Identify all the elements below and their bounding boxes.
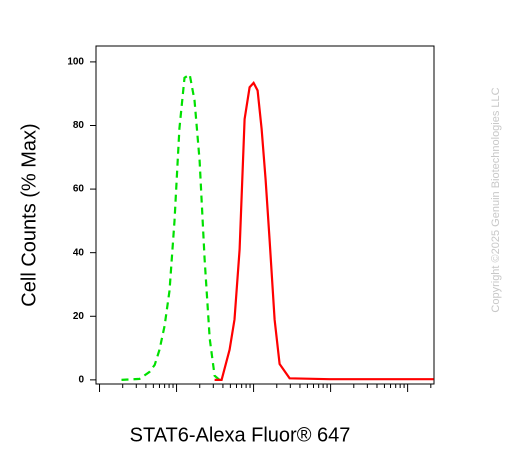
y-axis-label: Cell Counts (% Max) (18, 123, 40, 306)
y-tick-label: 40 (73, 247, 85, 258)
y-tick-label: 0 (78, 375, 84, 386)
y-tick-label: 100 (67, 57, 84, 68)
histogram-line (121, 72, 221, 381)
y-tick-label: 80 (73, 120, 85, 131)
x-axis-label: STAT6-Alexa Fluor® 647 (130, 424, 351, 446)
watermark: Copyright ©2025 Genuin Biotechnologies L… (490, 87, 502, 312)
y-tick-label: 20 (73, 311, 85, 322)
plot-frame (95, 45, 435, 385)
y-tick-label: 60 (73, 184, 85, 195)
histogram-line (214, 80, 434, 381)
